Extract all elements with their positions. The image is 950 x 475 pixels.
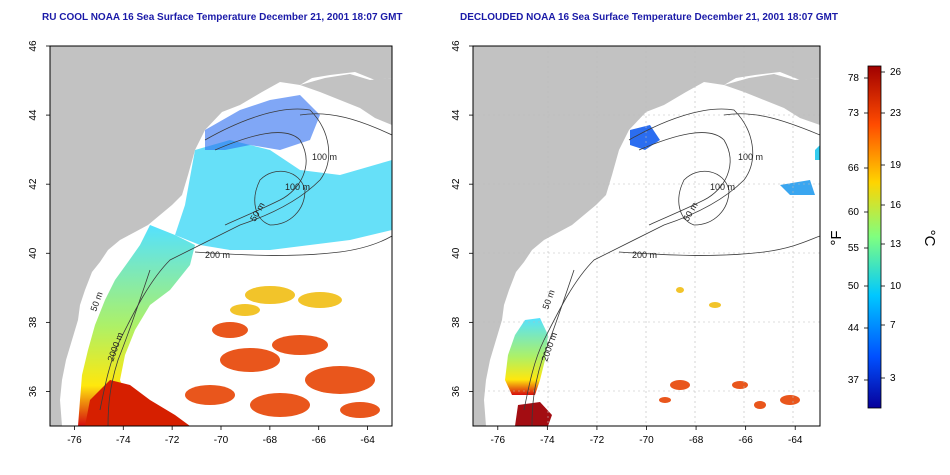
x-tick-label: -66 xyxy=(738,435,753,446)
x-tick-label: -64 xyxy=(360,435,375,446)
y-tick-label: 40 xyxy=(28,247,39,259)
fahrenheit-tick-label: 37 xyxy=(848,375,860,386)
x-tick-label: -68 xyxy=(689,435,704,446)
bathymetry-contours xyxy=(99,108,392,426)
land-mass xyxy=(473,46,820,426)
contour-label: 100 m xyxy=(285,182,310,192)
celsius-tick-label: 10 xyxy=(890,281,902,292)
panel-title-raw: RU COOL NOAA 16 Sea Surface Temperature … xyxy=(42,12,403,23)
contour-label: 100 m xyxy=(312,152,337,162)
fahrenheit-tick-label: 50 xyxy=(848,281,860,292)
fahrenheit-tick-label: 44 xyxy=(848,323,860,334)
celsius-tick-label: 26 xyxy=(890,67,902,78)
nova-scotia-land xyxy=(300,74,392,125)
y-tick-label: 44 xyxy=(28,109,39,121)
axis-ticks: -76 -74 -72 -70 -68 -66 -64 46 44 42 40 38 36 xyxy=(28,40,375,446)
fahrenheit-tick-label: 73 xyxy=(848,108,860,119)
sst-offshore-warm-yellow xyxy=(230,286,342,316)
x-tick-label: -72 xyxy=(165,435,180,446)
sst-offshore-patches xyxy=(185,322,380,418)
panel-title-declouded: DECLOUDED NOAA 16 Sea Surface Temperatur… xyxy=(460,12,838,23)
x-tick-label: -74 xyxy=(540,435,555,446)
contour-label: 100 m xyxy=(710,182,735,192)
celsius-tick-label: 7 xyxy=(890,320,896,331)
y-tick-label: 38 xyxy=(451,316,462,328)
y-tick-label: 42 xyxy=(28,178,39,190)
contour-label: 200 m xyxy=(632,250,657,260)
x-tick-label: -74 xyxy=(116,435,131,446)
contour-label: 200 m xyxy=(205,250,230,260)
fahrenheit-tick-label: 78 xyxy=(848,73,860,84)
celsius-unit-label: °C xyxy=(921,230,938,247)
sst-gulf-maine xyxy=(205,95,320,150)
map-panel-raw: 100 m 100 m 50 m 200 m 50 m 2000 m -76 -7… xyxy=(28,40,393,446)
colorbar-gradient xyxy=(867,65,882,409)
sst-declouded-patches xyxy=(630,125,820,409)
sst-shelf-swath xyxy=(175,140,392,250)
nova-scotia-land xyxy=(724,74,820,125)
x-tick-label: -76 xyxy=(491,435,506,446)
y-tick-label: 38 xyxy=(28,316,39,328)
celsius-tick-label: 3 xyxy=(890,373,896,384)
x-tick-label: -68 xyxy=(263,435,278,446)
x-tick-label: -72 xyxy=(590,435,605,446)
y-tick-label: 46 xyxy=(451,40,462,52)
y-tick-label: 36 xyxy=(451,385,462,397)
fahrenheit-unit-label: °F xyxy=(828,230,845,245)
celsius-tick-label: 23 xyxy=(890,108,902,119)
x-tick-label: -76 xyxy=(67,435,82,446)
y-tick-label: 44 xyxy=(451,109,462,121)
x-tick-label: -70 xyxy=(639,435,654,446)
fahrenheit-tick-label: 55 xyxy=(848,243,860,254)
celsius-tick-label: 16 xyxy=(890,200,902,211)
celsius-tick-label: 13 xyxy=(890,239,902,250)
sst-gulfstream xyxy=(85,380,190,426)
bathymetry-contours xyxy=(523,108,820,426)
y-tick-label: 36 xyxy=(28,385,39,397)
fahrenheit-tick-label: 60 xyxy=(848,207,860,218)
contour-label: 100 m xyxy=(738,152,763,162)
x-tick-label: -70 xyxy=(214,435,229,446)
y-tick-label: 46 xyxy=(28,40,39,52)
map-panel-declouded: 100 m 100 m 50 m 200 m 50 m 2000 m -76 -7… xyxy=(451,40,821,446)
axis-ticks: -76 -74 -72 -70 -68 -66 -64 46 44 42 40 38 36 xyxy=(451,40,803,446)
land-mass xyxy=(50,46,392,426)
fahrenheit-tick-label: 66 xyxy=(848,163,860,174)
graticule xyxy=(473,46,820,426)
celsius-tick-label: 19 xyxy=(890,160,902,171)
x-tick-label: -66 xyxy=(311,435,326,446)
x-tick-label: -64 xyxy=(788,435,803,446)
y-tick-label: 40 xyxy=(451,247,462,259)
y-tick-label: 42 xyxy=(451,178,462,190)
